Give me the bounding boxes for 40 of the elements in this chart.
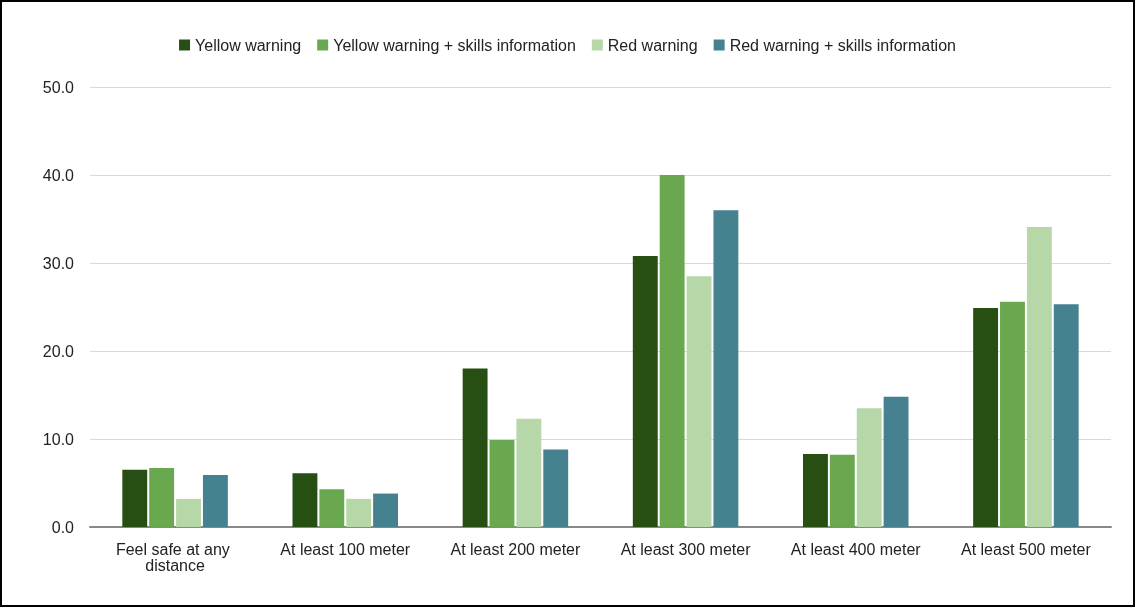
bar [659,175,685,527]
bar [883,396,909,527]
bar [686,276,712,527]
bar [462,368,488,527]
bar [149,468,175,527]
x-tick-label: At least 100 meter [280,540,411,558]
x-tick-label: At least 500 meter [960,540,1092,558]
y-tick-label: 30.0 [42,254,75,272]
legend-label: Yellow warning [195,36,302,54]
legend-label: Red warning + skills information [729,36,956,54]
legend-label: Yellow warning + skills information [333,36,576,54]
bar [803,453,828,527]
bar [856,408,882,527]
bar [292,473,318,527]
bar [1000,301,1025,527]
y-tick-label: 20.0 [42,342,75,360]
y-tick-label: 40.0 [42,166,75,184]
x-tick-label: Feel safe at any distance [115,540,235,574]
bar [489,439,515,527]
bar [176,498,201,527]
bar [632,255,658,527]
bar [122,469,148,527]
bar [346,498,372,527]
bar [829,454,855,527]
x-tick-label: At least 200 meter [450,540,582,558]
bar [543,449,569,527]
bar [516,418,542,527]
bar [373,493,398,527]
x-tick-label: At least 300 meter [620,540,752,558]
y-tick-label: 50.0 [42,78,75,96]
bar [1053,304,1079,527]
legend-label: Red warning [607,36,698,54]
bar [319,489,345,527]
bar [1026,226,1052,527]
y-tick-label: 10.0 [42,430,75,448]
x-tick-label: At least 400 meter [790,540,922,558]
bar [713,210,739,527]
y-tick-label: 0.0 [51,518,75,536]
bar [202,475,228,527]
bar [973,307,999,527]
